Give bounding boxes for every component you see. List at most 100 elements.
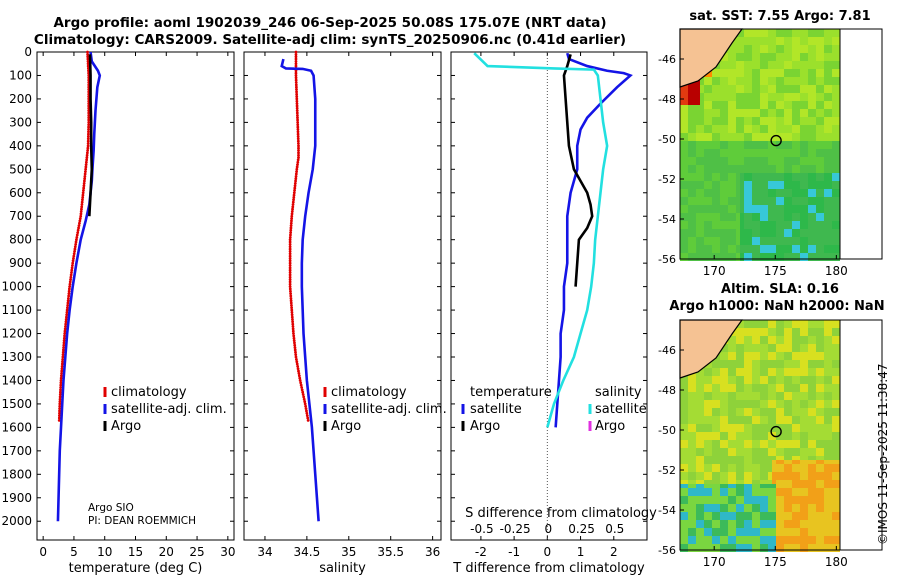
sst-map-cell (808, 129, 812, 133)
sst-map-cell (752, 181, 756, 185)
sla-map-cell (736, 424, 740, 428)
sst-map-cell (824, 169, 828, 173)
sla-map-cell (764, 440, 768, 444)
sla-map-cell (732, 348, 736, 352)
sla-map-cell (792, 372, 796, 376)
climatology-point (298, 379, 302, 382)
sst-map-cell (812, 225, 816, 229)
sla-map-cell (780, 504, 784, 508)
sst-map-cell (692, 121, 696, 125)
sst-map-cell (692, 133, 696, 137)
sla-map-cell (772, 424, 776, 428)
sst-map-cell (808, 149, 812, 153)
sla-map-cell (808, 480, 812, 484)
sla-map-cell (804, 404, 808, 408)
climatology-point (297, 374, 301, 378)
sla-map-cell (816, 416, 820, 420)
sla-map-cell (712, 468, 716, 472)
sla-map-cell (740, 476, 744, 480)
climatology-point (296, 123, 300, 127)
sst-map-cell (792, 173, 796, 177)
sla-map-cell (760, 340, 764, 344)
sst-map-cell (824, 189, 828, 193)
sst-map-cell (684, 233, 688, 237)
sst-map-cell (712, 117, 716, 121)
sla-map-cell (836, 412, 840, 416)
sla-map-cell (776, 460, 780, 464)
sst-map-cell (784, 145, 788, 149)
sst-map-cell (764, 57, 768, 61)
depth-tick-label: 1000 (1, 280, 32, 294)
sst-map-cell (728, 57, 732, 61)
sla-map-cell (784, 444, 788, 448)
sla-map-cell (680, 420, 684, 424)
sst-map-cell (736, 109, 740, 113)
sst-map-cell (796, 145, 800, 149)
sst-map-cell (804, 249, 808, 253)
sla-map-cell (800, 352, 804, 356)
sst-map-cell (704, 253, 708, 257)
sst-map-cell (764, 185, 768, 189)
sst-map-cell (832, 61, 836, 65)
sst-map-cell (712, 185, 716, 189)
sst-map-cell (700, 89, 704, 93)
sla-map-cell (740, 356, 744, 360)
sst-map-cell (712, 193, 716, 197)
sla-map-cell (776, 428, 780, 432)
sst-map-cell (760, 129, 764, 133)
sst-map-cell (688, 157, 692, 161)
climatology-point (70, 268, 74, 272)
sla-map-cell (708, 492, 712, 496)
sla-map-cell (824, 512, 828, 516)
sst-map-cell (700, 249, 704, 253)
climatology-point (86, 52, 90, 56)
sla-map-cell (828, 348, 832, 352)
sla-map-cell (696, 436, 700, 440)
climatology-point (296, 120, 300, 124)
depth-tick-label: 1600 (1, 420, 32, 434)
sst-map-cell (800, 89, 804, 93)
sla-map-cell (808, 400, 812, 404)
sla-map-cell (816, 500, 820, 504)
sst-map-cell (788, 85, 792, 89)
sst-map-cell (700, 185, 704, 189)
sst-map-cell (684, 177, 688, 181)
sst-map-cell (784, 173, 788, 177)
sst-map-cell (724, 105, 728, 109)
sst-map-cell (740, 65, 744, 69)
climatology-point (293, 348, 297, 352)
sst-map-cell (708, 161, 712, 165)
sla-map-cell (724, 364, 728, 368)
sst-map-cell (716, 201, 720, 205)
sla-map-cell (732, 332, 736, 336)
sst-map-cell (736, 149, 740, 153)
sst-map-cell (820, 85, 824, 89)
sla-map-cell (808, 516, 812, 520)
sla-map-cell (760, 500, 764, 504)
sla-map-cell (836, 420, 840, 424)
sla-map-cell (836, 368, 840, 372)
sst-map-cell (760, 145, 764, 149)
sla-map-cell (708, 500, 712, 504)
sst-map-cell (824, 233, 828, 237)
sst-map-cell (764, 153, 768, 157)
sla-map-cell (792, 444, 796, 448)
sst-map-cell (720, 229, 724, 233)
sst-map-cell (712, 249, 716, 253)
sst-map-cell (748, 93, 752, 97)
sla-map-cell (828, 364, 832, 368)
sst-map-cell (720, 177, 724, 181)
sst-map-cell (784, 29, 788, 33)
sst-map-cell (800, 249, 804, 253)
sst-map-cell (764, 193, 768, 197)
sst-map-cell (804, 253, 808, 257)
sst-map-cell (820, 209, 824, 213)
sst-map-cell (796, 205, 800, 209)
sla-map-cell (728, 460, 732, 464)
sla-map-cell (748, 500, 752, 504)
sla-map-cell (832, 388, 836, 392)
sst-map-cell (788, 157, 792, 161)
climatology-point (296, 160, 300, 164)
sst-map-cell (788, 93, 792, 97)
sst-map-cell (692, 125, 696, 129)
